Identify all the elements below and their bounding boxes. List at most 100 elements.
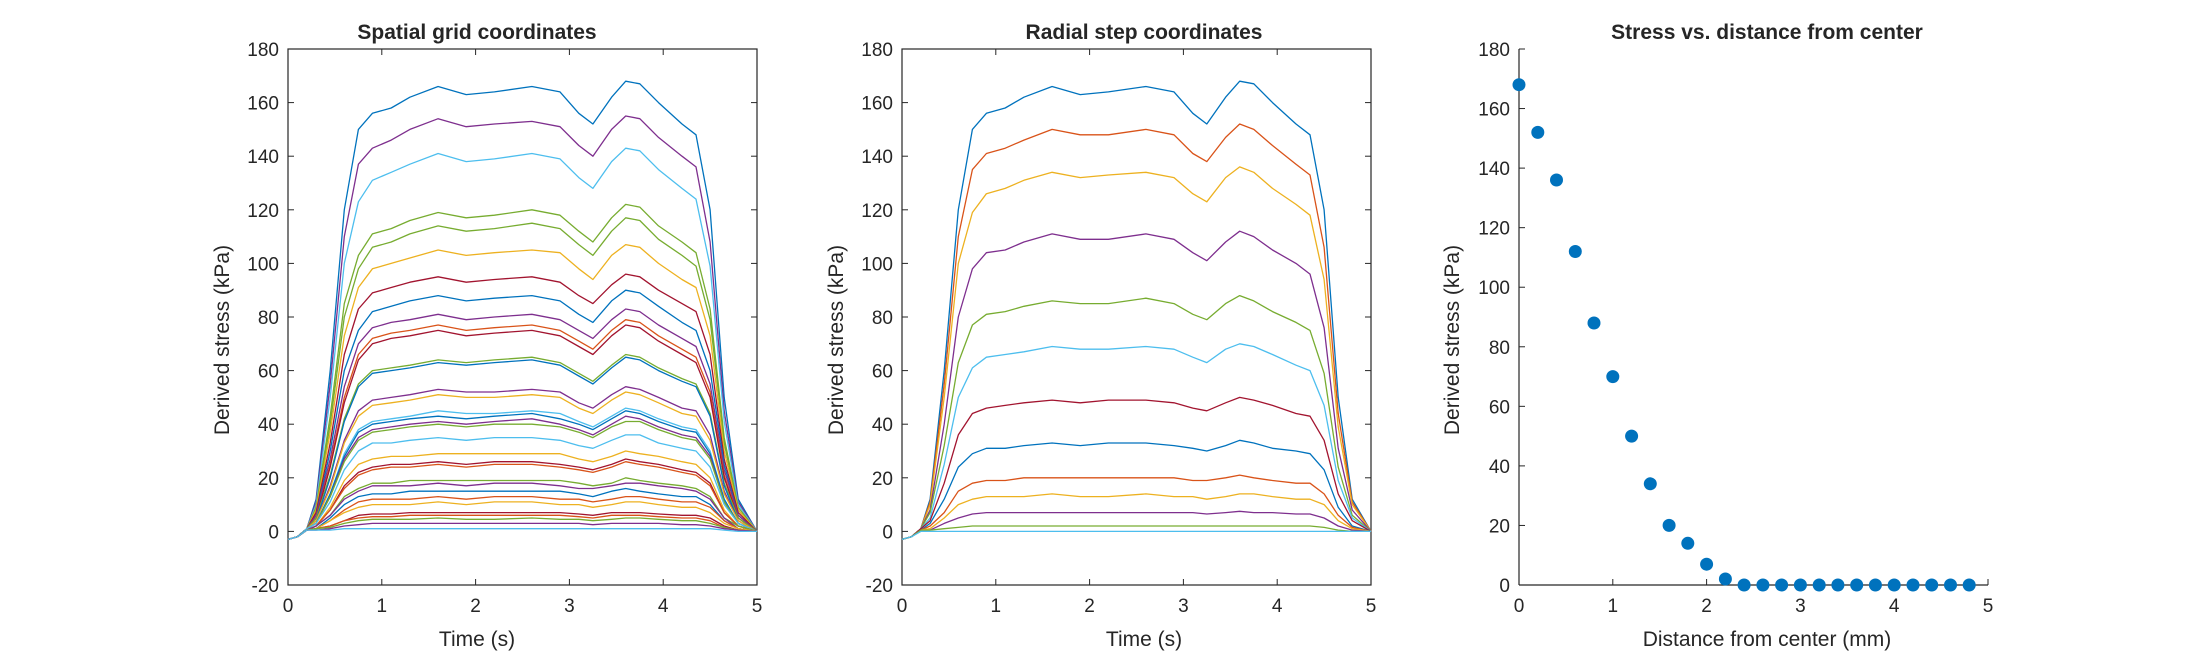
radial-series-line-10	[901, 493, 1372, 541]
distance-data-point	[1737, 578, 1751, 592]
spatial-series-line-7	[287, 273, 758, 541]
distance-x-tick-label: 5	[1983, 596, 1994, 617]
spatial-y-tick-label: 80	[258, 308, 279, 329]
spatial-series-line-14	[287, 386, 758, 541]
distance-y-tick-label: 160	[1478, 100, 1510, 121]
radial-y-tick-label: 120	[861, 201, 893, 222]
distance-y-tick-label: 120	[1478, 219, 1510, 240]
spatial-x-tick-label: 2	[470, 596, 481, 617]
radial-x-tick-label: 0	[897, 596, 908, 617]
radial-y-tick-label: 80	[872, 308, 893, 329]
distance-data-point	[1700, 557, 1714, 571]
distance-data-point	[1643, 477, 1657, 491]
axes-spatial-grid: Spatial grid coordinates Time (s) Derive…	[211, 21, 762, 651]
distance-x-tick-label: 2	[1701, 596, 1712, 617]
spatial-y-tick-label: 160	[247, 94, 279, 115]
radial-y-tick-label: 0	[882, 522, 893, 543]
distance-data-point	[1925, 578, 1939, 592]
axes-radial-step: Radial step coordinates Time (s) Derived…	[825, 21, 1376, 651]
spatial-x-tick-label: 5	[752, 596, 763, 617]
distance-data-point	[1512, 78, 1526, 92]
spatial-y-tick-label: 140	[247, 147, 279, 168]
spatial-series-line-33	[287, 528, 757, 541]
axes-stress-vs-distance-xlabel: Distance from center (mm)	[1643, 628, 1892, 651]
radial-series-line-8	[901, 439, 1372, 541]
distance-y-tick-label: 80	[1489, 338, 1510, 359]
radial-series-line-3	[901, 166, 1372, 541]
distance-data-point	[1587, 316, 1601, 330]
spatial-y-tick-label: -20	[252, 576, 279, 597]
radial-series-line-7	[901, 396, 1372, 541]
axes-stress-vs-distance-ylabel: Derived stress (kPa)	[1441, 245, 1464, 435]
radial-y-tick-label: 160	[861, 94, 893, 115]
spatial-series-line-4	[287, 203, 758, 541]
distance-data-point	[1718, 572, 1732, 586]
distance-data-point	[1944, 578, 1957, 592]
distance-x-tick-label: 3	[1795, 596, 1806, 617]
axes-spatial-grid-title: Spatial grid coordinates	[357, 21, 596, 44]
distance-y-tick-label: 60	[1489, 397, 1510, 418]
spatial-series-line-31	[287, 517, 758, 541]
spatial-series-line-27	[287, 495, 758, 541]
radial-series-line-11	[901, 510, 1372, 541]
spatial-y-tick-label: 100	[247, 254, 279, 275]
spatial-series-line-11	[287, 324, 758, 541]
distance-data-point	[1550, 173, 1563, 187]
radial-x-tick-label: 4	[1272, 596, 1283, 617]
spatial-series-line-12	[287, 353, 758, 541]
radial-series-line-13	[901, 530, 1371, 541]
spatial-y-tick-label: 60	[258, 362, 279, 383]
spatial-x-tick-label: 1	[377, 596, 388, 617]
spatial-series-line-13	[287, 356, 758, 541]
distance-data-point	[1793, 578, 1807, 592]
radial-y-tick-label: 140	[861, 147, 893, 168]
radial-y-tick-label: 40	[872, 415, 893, 436]
spatial-y-tick-label: 20	[258, 469, 279, 490]
radial-y-tick-label: -20	[866, 576, 893, 597]
spatial-series-line-20	[287, 434, 758, 541]
axes-spatial-grid-ylabel: Derived stress (kPa)	[211, 245, 234, 435]
spatial-series-line-9	[287, 308, 758, 541]
distance-data-point	[1568, 245, 1582, 258]
distance-y-tick-label: 180	[1478, 40, 1510, 61]
axes-radial-step-title: Radial step coordinates	[1026, 21, 1263, 44]
axes-radial-step-xlabel: Time (s)	[1106, 628, 1182, 651]
distance-data-point	[1662, 518, 1676, 532]
radial-y-tick-label: 100	[861, 254, 893, 275]
spatial-y-tick-label: 0	[268, 522, 279, 543]
spatial-series-line-26	[287, 487, 758, 541]
spatial-series-line-28	[287, 501, 758, 541]
spatial-series-line-5	[287, 217, 758, 541]
distance-data-point	[1681, 536, 1695, 550]
spatial-y-tick-label: 120	[247, 201, 279, 222]
radial-series-line-4	[901, 230, 1372, 541]
radial-x-tick-label: 3	[1178, 596, 1189, 617]
spatial-series-line-17	[287, 410, 758, 541]
radial-series-line-5	[901, 294, 1372, 541]
spatial-series-line-2	[287, 115, 758, 541]
distance-x-tick-label: 1	[1608, 596, 1619, 617]
distance-data-point	[1756, 578, 1770, 592]
axes-radial-step-ylabel: Derived stress (kPa)	[825, 245, 848, 435]
radial-y-tick-label: 180	[861, 40, 893, 61]
spatial-y-tick-label: 40	[258, 415, 279, 436]
spatial-x-tick-label: 3	[564, 596, 575, 617]
axes-stress-vs-distance-plot-area: 0 20 40 60 80 100 120 140 160 180 0 1 2 3 4 5	[1478, 40, 1993, 617]
distance-data-point	[1887, 578, 1901, 592]
spatial-series-line-23	[287, 461, 758, 541]
spatial-series-line-1	[287, 80, 758, 541]
spatial-x-tick-label: 0	[283, 596, 294, 617]
spatial-series-line-10	[287, 319, 758, 541]
distance-data-point	[1775, 578, 1789, 592]
distance-data-point	[1868, 578, 1882, 592]
distance-y-tick-label: 140	[1478, 159, 1510, 180]
radial-series-line-6	[901, 343, 1372, 541]
axes-stress-vs-distance: Stress vs. distance from center Distance…	[1441, 21, 1993, 651]
axes-stress-vs-distance-title: Stress vs. distance from center	[1611, 21, 1923, 44]
radial-series-line-12	[901, 525, 1371, 541]
spatial-series-line-25	[287, 482, 758, 541]
radial-x-tick-label: 5	[1366, 596, 1377, 617]
distance-data-point	[1531, 125, 1545, 139]
